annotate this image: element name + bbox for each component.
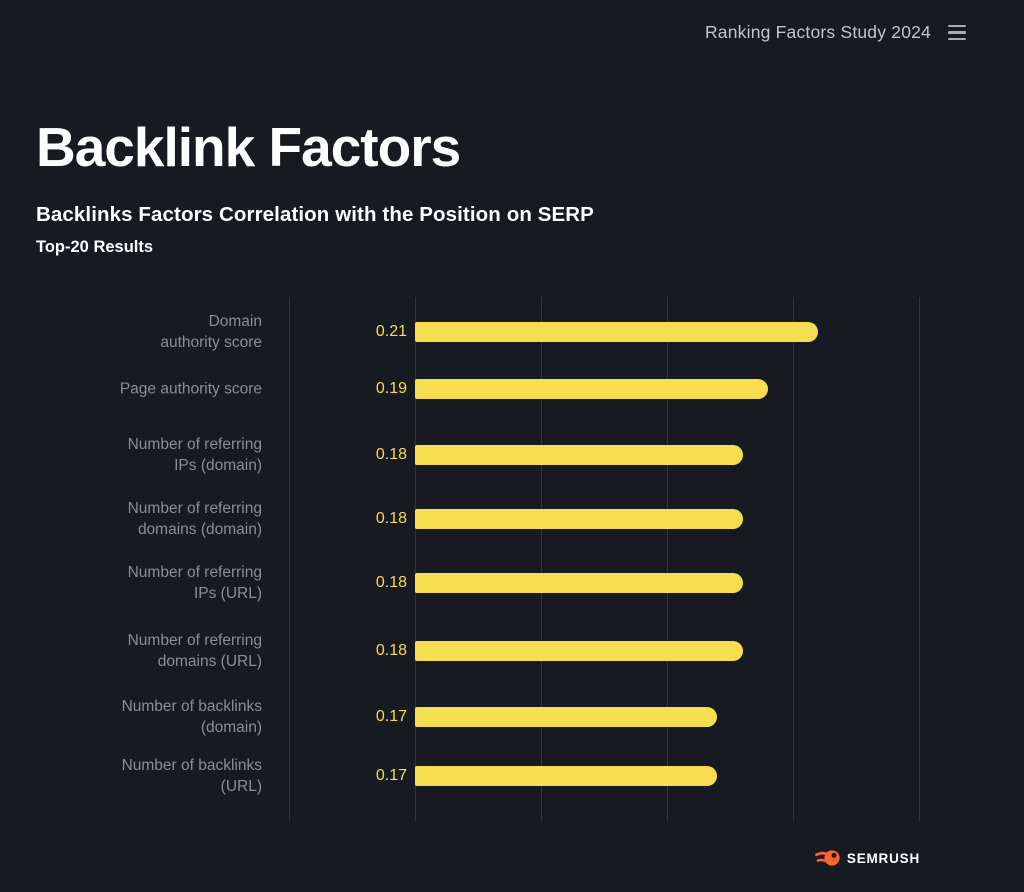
value-label: 0.18 <box>375 574 407 591</box>
bar <box>415 445 743 465</box>
chart-subtitle: Backlinks Factors Correlation with the P… <box>36 203 594 227</box>
footer-logo: SEMRUSH <box>814 848 920 868</box>
gridline <box>541 297 542 821</box>
gridline <box>919 297 920 821</box>
value-label: 0.21 <box>375 323 407 340</box>
bar <box>415 509 743 529</box>
category-label: Number of backlinks (URL) <box>121 757 262 795</box>
bar <box>415 641 743 661</box>
bar <box>415 573 743 593</box>
page-title: Backlink Factors <box>36 116 461 178</box>
value-label: 0.17 <box>375 708 407 725</box>
bar <box>415 379 768 399</box>
category-label: Domain authority score <box>160 313 262 351</box>
category-label: Number of referring IPs (URL) <box>127 564 262 602</box>
gridline <box>793 297 794 821</box>
bar <box>415 322 818 342</box>
category-label: Number of referring domains (URL) <box>127 632 262 670</box>
semrush-flame-icon <box>814 850 840 866</box>
gridline <box>289 297 290 821</box>
chart-note: Top-20 Results <box>36 238 154 257</box>
semrush-wordmark: SEMRUSH <box>846 850 920 866</box>
study-title: Ranking Factors Study 2024 <box>704 22 931 42</box>
category-label: Number of referring domains (domain) <box>127 500 262 538</box>
category-label: Page authority score <box>119 380 262 398</box>
bar <box>415 707 717 727</box>
category-label: Number of backlinks (domain) <box>121 698 262 736</box>
header-bar: Ranking Factors Study 2024 <box>705 22 968 43</box>
hamburger-menu-button[interactable] <box>946 23 968 43</box>
value-label: 0.18 <box>375 446 407 463</box>
gridline <box>667 297 668 821</box>
gridline <box>415 297 416 821</box>
category-label: Number of referring IPs (domain) <box>127 436 262 474</box>
value-label: 0.19 <box>375 380 407 397</box>
heading-block: Backlink Factors Backlinks Factors Corre… <box>36 116 594 257</box>
value-label: 0.18 <box>375 510 407 527</box>
value-label: 0.18 <box>375 642 407 659</box>
bar <box>415 766 717 786</box>
value-label: 0.17 <box>375 767 407 784</box>
